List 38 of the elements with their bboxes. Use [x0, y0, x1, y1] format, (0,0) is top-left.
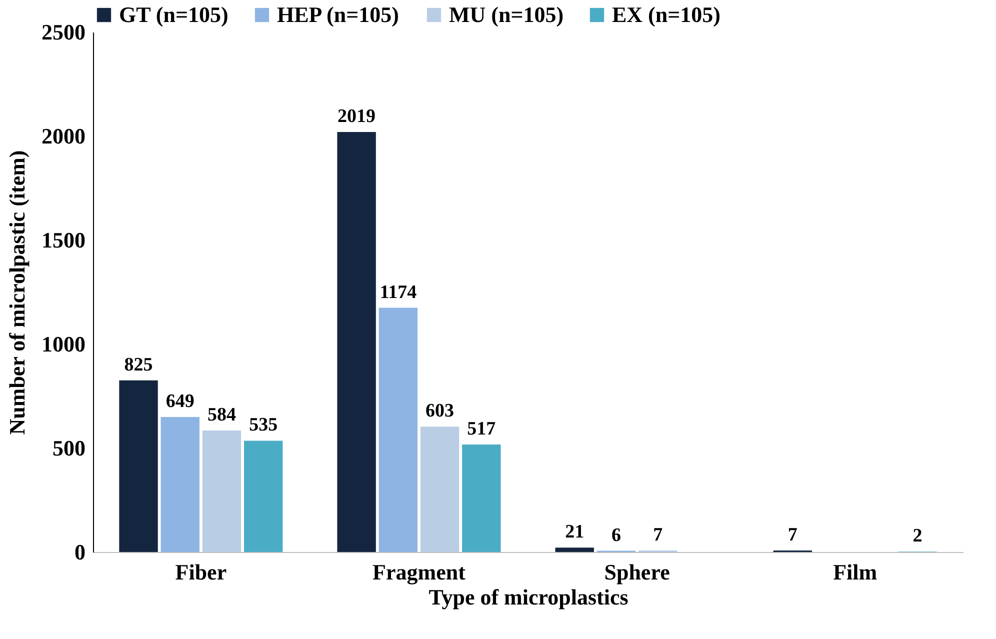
data-label: 7 [788, 524, 798, 546]
data-label: 603 [426, 400, 454, 422]
x-tick-label: Sphere [604, 560, 670, 584]
data-label: 535 [249, 414, 278, 436]
y-axis-title: Number of microlpastic (item) [4, 150, 30, 435]
legend-label: EX (n=105) [612, 2, 720, 27]
legend-label: HEP (n=105) [277, 2, 399, 27]
x-tick-label: Fiber [175, 560, 227, 584]
data-label: 517 [467, 418, 496, 440]
data-label: 2 [912, 526, 922, 547]
bar [555, 548, 594, 552]
bar [337, 132, 376, 552]
legend-label: MU (n=105) [449, 2, 564, 27]
data-label: 21 [565, 522, 584, 543]
data-label: 7 [653, 524, 664, 546]
bar [420, 426, 460, 552]
x-tick-label: Fragment [372, 560, 466, 584]
legend-label: GT (n=105) [119, 2, 228, 27]
data-label: 6 [611, 524, 621, 546]
data-label: 649 [166, 391, 194, 412]
x-axis-title: Type of microplastics [428, 584, 629, 610]
bar [160, 417, 200, 552]
bar [202, 430, 242, 552]
y-tick-label: 2500 [42, 20, 86, 44]
data-label: 584 [207, 404, 236, 426]
y-tick-label: 0 [74, 540, 86, 564]
data-label: 2019 [338, 106, 376, 128]
x-tick-label: Film [833, 560, 878, 584]
y-tick-label: 1000 [42, 332, 86, 356]
y-tick-label: 1500 [42, 228, 86, 252]
bar [378, 308, 418, 552]
bar [119, 380, 158, 552]
bar [244, 440, 283, 552]
y-tick-label: 2000 [42, 124, 86, 148]
data-label: 825 [124, 354, 153, 376]
bar [462, 444, 501, 552]
data-label: 1174 [380, 282, 418, 303]
y-tick-label: 500 [52, 436, 86, 460]
